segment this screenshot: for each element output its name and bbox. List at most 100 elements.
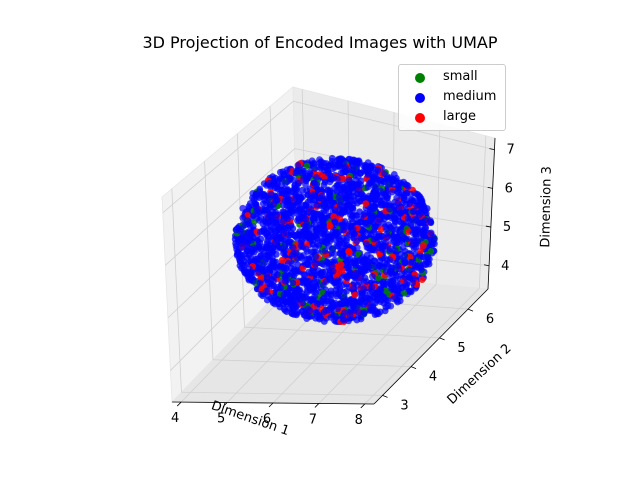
point-medium — [349, 167, 357, 174]
point-medium — [318, 210, 325, 217]
z-tick — [487, 186, 493, 189]
point-medium — [317, 314, 325, 322]
point-medium — [292, 303, 300, 310]
point-medium — [406, 200, 414, 208]
point-medium — [297, 253, 305, 261]
legend-marker-medium — [415, 93, 425, 103]
point-medium — [394, 179, 402, 187]
point-medium — [369, 273, 376, 280]
point-medium — [320, 216, 327, 224]
point-medium — [345, 317, 352, 325]
point-medium — [269, 297, 277, 304]
x-tick-label: 7 — [309, 412, 317, 427]
point-medium — [400, 178, 407, 186]
point-medium — [327, 314, 335, 321]
point-medium — [357, 215, 365, 223]
point-medium — [299, 307, 306, 315]
point-medium — [299, 299, 307, 307]
point-medium — [331, 184, 338, 192]
point-medium — [382, 268, 390, 275]
point-medium — [286, 175, 293, 183]
point-medium — [256, 239, 264, 247]
point-medium — [380, 278, 387, 286]
point-medium — [257, 290, 265, 298]
point-medium — [327, 175, 335, 183]
point-medium — [362, 278, 370, 285]
point-medium — [272, 208, 279, 216]
point-medium — [350, 307, 358, 314]
point-medium — [303, 315, 311, 322]
point-medium — [331, 250, 338, 258]
point-medium — [337, 197, 344, 205]
x-gridline — [318, 284, 437, 404]
point-medium — [234, 248, 242, 256]
point-medium — [383, 194, 391, 202]
point-medium — [400, 196, 408, 204]
point-medium — [407, 220, 414, 228]
point-medium — [313, 181, 321, 189]
point-medium — [258, 267, 266, 275]
point-medium — [394, 262, 402, 269]
point-medium — [315, 242, 323, 249]
point-medium — [333, 290, 340, 298]
point-medium — [386, 256, 394, 264]
y-tick-label: 4 — [429, 370, 437, 385]
point-medium — [279, 208, 287, 216]
y-tick-label: 3 — [400, 398, 408, 413]
point-medium — [329, 302, 337, 310]
legend-marker-large — [415, 113, 425, 123]
point-medium — [381, 170, 388, 177]
point-medium — [281, 277, 289, 285]
point-medium — [287, 222, 295, 230]
point-medium — [343, 273, 351, 281]
point-medium — [387, 302, 395, 310]
y-tick — [467, 308, 474, 312]
point-medium — [368, 283, 376, 291]
z-gridline — [293, 100, 495, 151]
point-medium — [272, 216, 280, 224]
point-medium — [302, 245, 310, 253]
point-medium — [353, 244, 361, 252]
point-medium — [411, 216, 418, 224]
point-medium — [361, 267, 368, 275]
point-medium — [239, 204, 247, 212]
point-medium — [426, 217, 434, 225]
point-medium — [404, 215, 412, 223]
point-medium — [327, 231, 335, 239]
point-medium — [345, 192, 353, 200]
point-medium — [250, 196, 258, 203]
point-medium — [326, 237, 334, 245]
point-medium — [312, 253, 320, 261]
point-medium — [285, 260, 292, 267]
point-medium — [320, 308, 328, 316]
point-large — [420, 242, 427, 250]
point-medium — [387, 224, 395, 232]
point-medium — [324, 186, 332, 194]
point-medium — [407, 288, 415, 296]
point-medium — [302, 201, 310, 209]
point-medium — [294, 261, 302, 269]
point-medium — [393, 194, 401, 202]
point-medium — [331, 218, 339, 226]
legend-label-small: small — [443, 69, 478, 84]
point-medium — [346, 297, 354, 304]
point-medium — [420, 228, 427, 236]
point-medium — [360, 285, 367, 292]
point-medium — [335, 161, 343, 169]
point-medium — [425, 260, 433, 268]
point-medium — [373, 310, 381, 318]
y-gridline — [212, 359, 412, 368]
x-tick — [314, 403, 320, 408]
point-medium — [328, 262, 336, 270]
point-medium — [393, 188, 401, 196]
legend-item-small: small — [399, 68, 507, 88]
point-medium — [399, 243, 407, 251]
point-medium — [349, 161, 357, 169]
z-axis-line — [487, 137, 496, 290]
point-medium — [392, 271, 400, 279]
point-medium — [271, 289, 279, 296]
point-medium — [354, 190, 362, 198]
point-medium — [304, 288, 311, 296]
point-medium — [336, 250, 344, 257]
point-medium — [291, 289, 299, 297]
